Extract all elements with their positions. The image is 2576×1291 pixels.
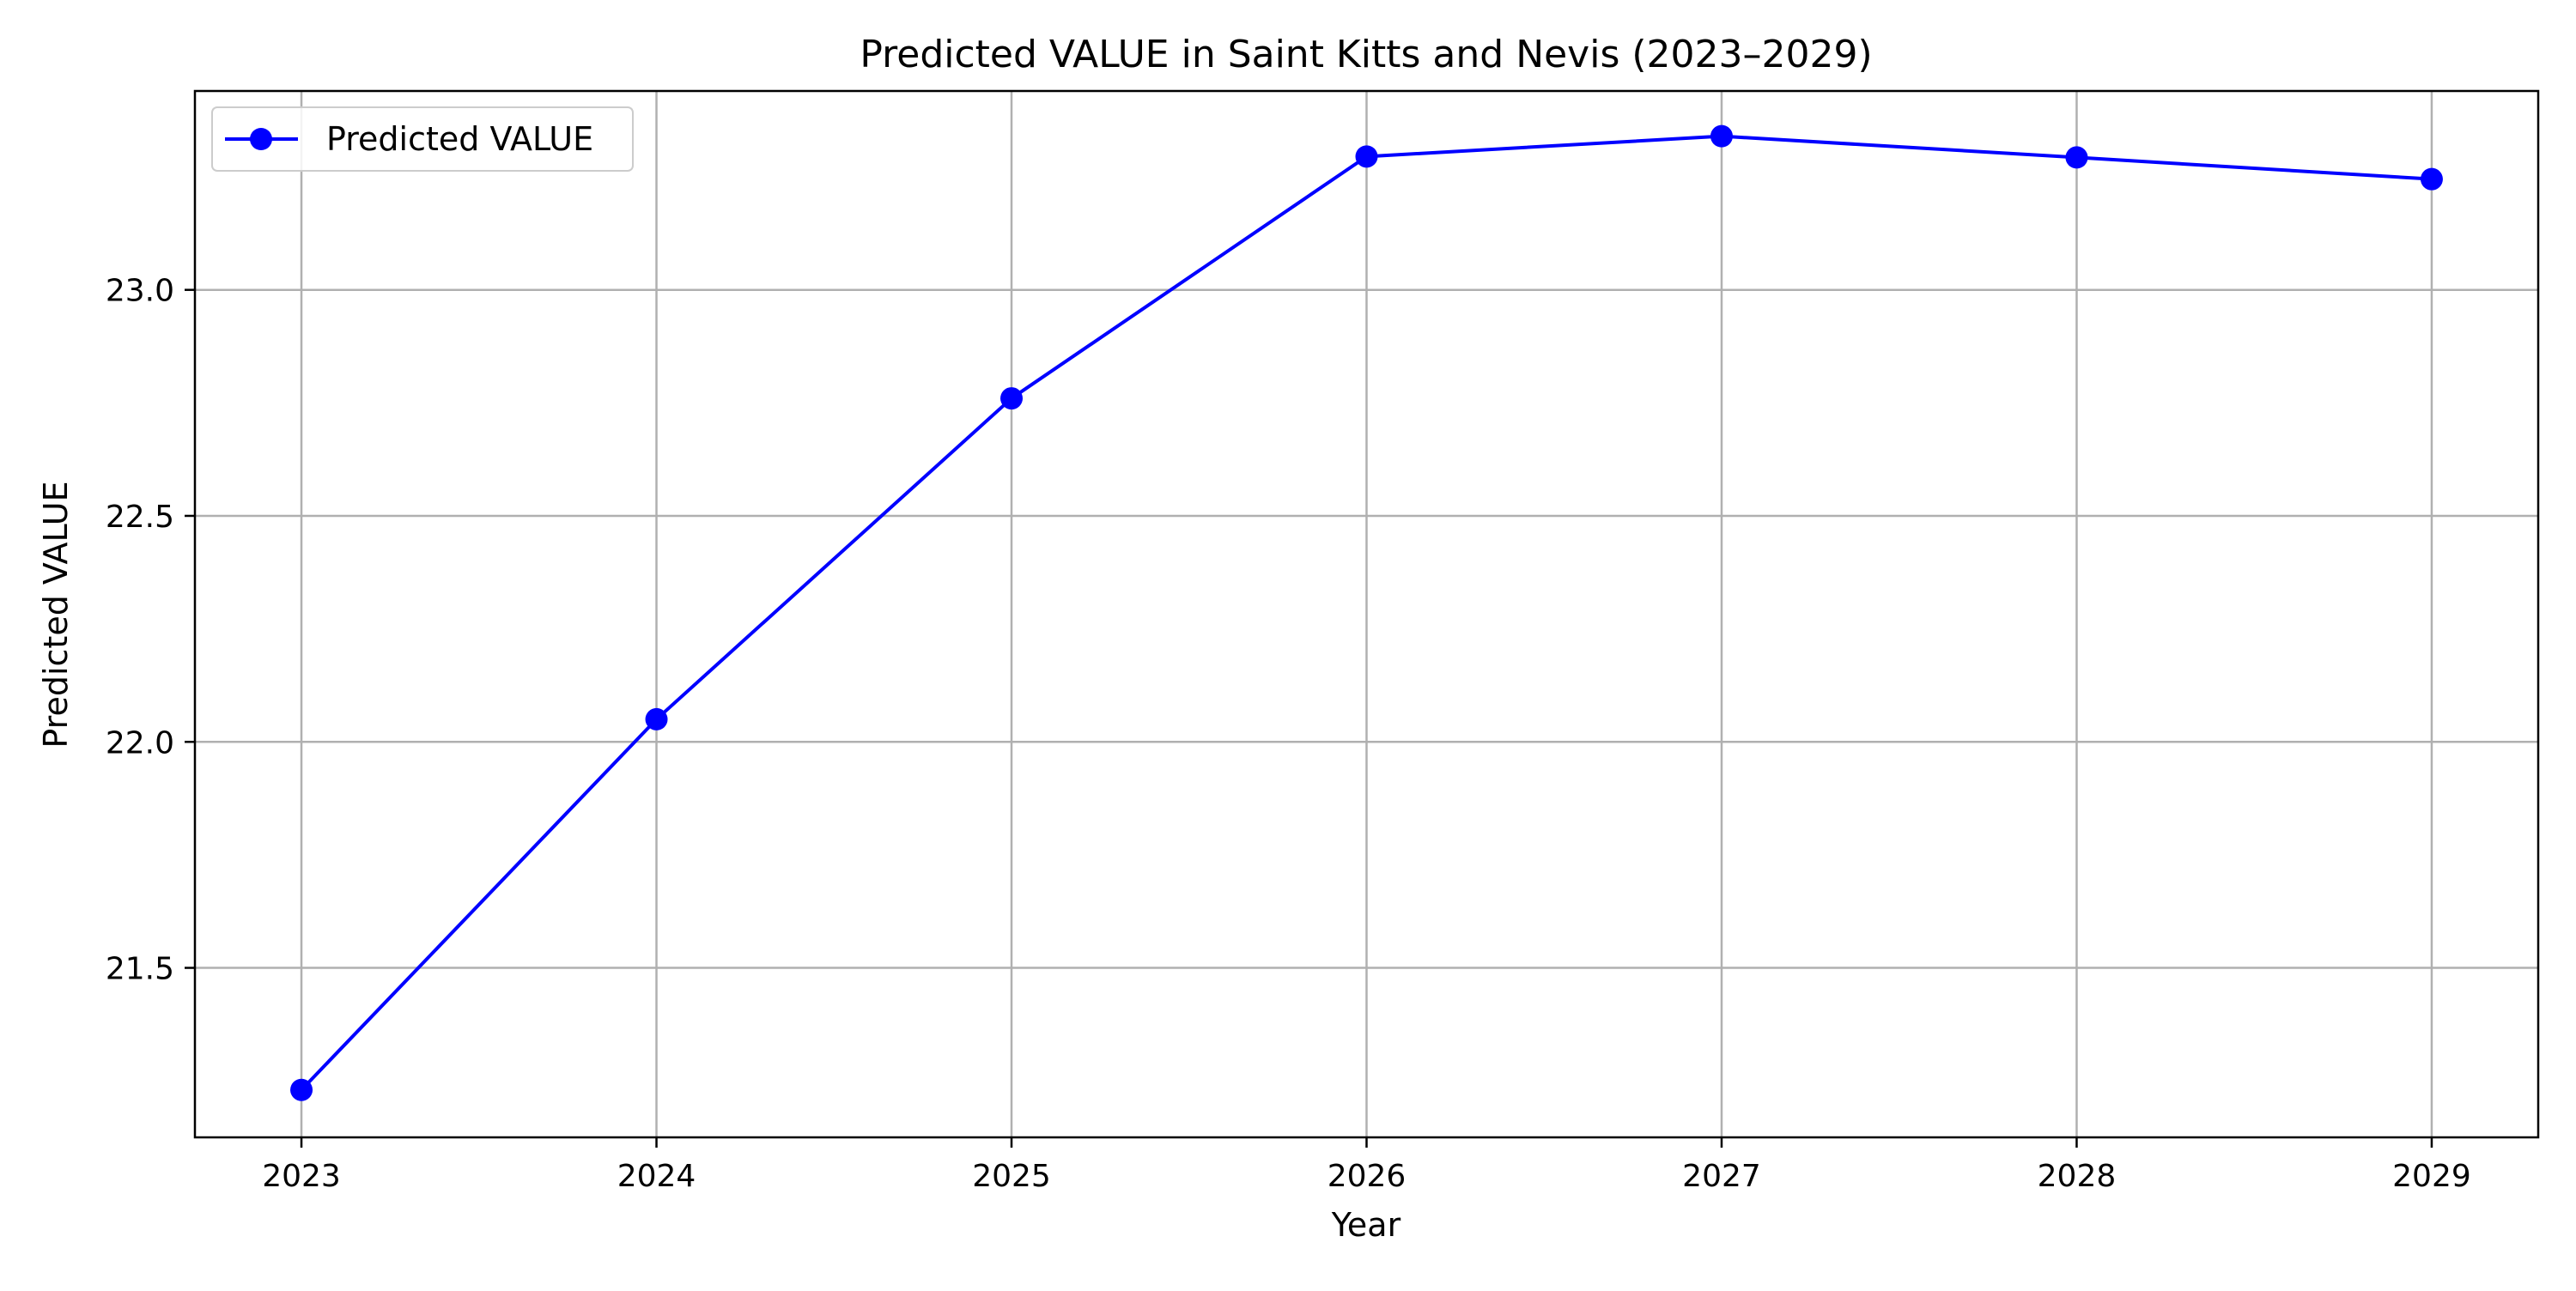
legend-series-marker (250, 128, 272, 150)
x-tick-label: 2028 (2038, 1159, 2117, 1194)
x-tick-label: 2024 (617, 1159, 696, 1194)
data-point-marker (2420, 167, 2443, 191)
x-axis-ticks: 2023 2024 2025 2026 2027 2028 2029 (262, 1137, 2471, 1194)
y-tick-label: 22.0 (106, 725, 174, 761)
series-layer (290, 124, 2443, 1101)
data-point-marker (2065, 146, 2088, 169)
x-axis-label: Year (1331, 1206, 1401, 1244)
x-tick-label: 2023 (262, 1159, 341, 1194)
data-point-marker (1000, 387, 1024, 410)
data-point-marker (645, 707, 668, 730)
legend: Predicted VALUE (211, 106, 634, 172)
chart-title: Predicted VALUE in Saint Kitts and Nevis… (860, 33, 1872, 76)
data-point-marker (1355, 145, 1378, 168)
x-tick-label: 2026 (1327, 1159, 1406, 1194)
data-point-marker (290, 1078, 313, 1101)
y-tick-label: 21.5 (106, 952, 174, 987)
y-tick-label: 23.0 (106, 274, 174, 309)
x-tick-label: 2029 (2392, 1159, 2471, 1194)
legend-box (211, 106, 634, 172)
x-tick-label: 2027 (1682, 1159, 1761, 1194)
data-point-marker (1710, 124, 1733, 148)
y-axis-label: Predicted VALUE (37, 481, 75, 748)
y-axis-ticks: 21.5 22.0 22.5 23.0 (106, 274, 195, 987)
x-tick-label: 2025 (972, 1159, 1051, 1194)
grid-lines (195, 91, 2538, 1137)
y-tick-label: 22.5 (106, 500, 174, 535)
legend-series-label: Predicted VALUE (326, 120, 593, 158)
